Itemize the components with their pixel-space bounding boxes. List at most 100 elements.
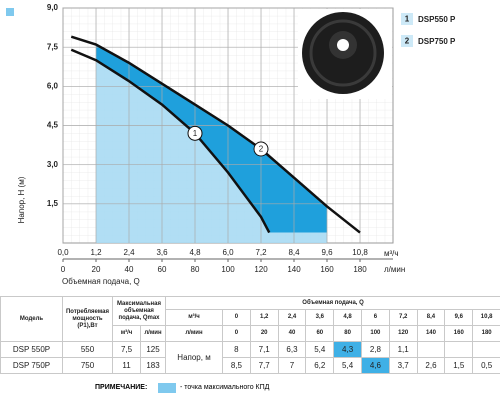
legend-label: DSP750 P [418, 37, 456, 46]
header-cell: Модель [0, 296, 63, 342]
impeller-hole [337, 39, 349, 51]
table-cell: 7,7 [249, 357, 279, 374]
table-cell: 550 [62, 341, 113, 358]
x-tick-label: 3,6 [156, 248, 168, 257]
header-cell: 120 [388, 325, 418, 342]
spec-table: Модель Потребляемая мощность (P1),Вт Макси… [0, 296, 500, 374]
header-cell: 0 [222, 325, 251, 342]
table-cell: 2,8 [360, 341, 390, 358]
x2-tick-label: 180 [353, 265, 367, 274]
table-cell: 2,6 [416, 357, 446, 374]
impeller-ring [309, 19, 377, 87]
corner-swatch [6, 8, 14, 16]
shade-band [96, 44, 327, 233]
legend-swatch [401, 13, 413, 25]
header-cell: 6 [360, 309, 390, 326]
header-cell: 1,2 [249, 309, 279, 326]
x2-unit: л/мин [384, 265, 405, 274]
table-cell: 0,5 [472, 357, 500, 374]
table-cell [416, 341, 446, 358]
note-swatch [158, 383, 176, 393]
table-row: Модель Потребляемая мощность (P1),Вт Макси… [0, 296, 500, 342]
table-cell: 5,4 [333, 357, 362, 374]
table-cell: 11 [112, 357, 141, 374]
table-cell: 4,6 [360, 357, 390, 374]
header-cell: 8,4 [416, 309, 446, 326]
x-tick-label: 0,0 [57, 248, 69, 257]
note-title: ПРИМЕЧАНИЕ: [95, 384, 148, 391]
x2-tick-label: 100 [221, 265, 235, 274]
y-axis-label: Напор, H (м) [17, 176, 26, 223]
x2-tick-label: 60 [158, 265, 167, 274]
header-cell: м³/ч [165, 309, 223, 326]
table-cell: 8,5 [222, 357, 251, 374]
table-cell: 6,2 [305, 357, 335, 374]
x-axis-label: Объемная подача, Q [62, 277, 140, 286]
y-tick-label: 3,0 [47, 160, 59, 169]
legend-swatch [401, 35, 413, 47]
legend-number: 1 [405, 15, 410, 24]
table-row: DSP 750P 750 11 183 8,5 7,7 7 6,2 5,4 4,6 3,7 2,6 1,… [0, 357, 500, 374]
x2-tick-label: 20 [92, 265, 101, 274]
x-tick-label: 8,4 [288, 248, 300, 257]
y-tick-label: 7,5 [47, 42, 59, 51]
table-cell: 125 [140, 341, 166, 358]
header-cell: л/мин [140, 325, 166, 342]
y-tick-label: 9,0 [47, 3, 59, 12]
header-cell: 40 [277, 325, 307, 342]
header-cell: 80 [333, 325, 362, 342]
header-cell: Объемная подача, Q [164, 296, 500, 310]
x2-tick-label: 140 [287, 265, 301, 274]
table-cell: 5,4 [305, 341, 335, 358]
x-tick-label: 10,8 [352, 248, 368, 257]
header-cell: 2,4 [277, 309, 307, 326]
header-cell: 160 [444, 325, 474, 342]
curve-label: 1 [193, 129, 198, 138]
header-cell: 20 [249, 325, 279, 342]
curve [70, 48, 271, 234]
legend-label: DSP550 P [418, 15, 456, 24]
table-cell: 7,1 [249, 341, 279, 358]
table-cell: 6,3 [277, 341, 307, 358]
header-cell: 180 [472, 325, 500, 342]
table-cell [444, 341, 474, 358]
header-cell: 140 [416, 325, 446, 342]
header-cell: Максимальная объемная подача, Qmax [112, 296, 166, 326]
chart: Напор, H (м) Объемная подача, Q м³/ч л/м… [6, 3, 456, 286]
table-cell: 8 [222, 341, 251, 358]
table-cell: DSP 750P [0, 357, 63, 374]
x2-tick-label: 0 [61, 265, 66, 274]
table-cell: 3,7 [388, 357, 418, 374]
table-cell: DSP 550P [0, 341, 63, 358]
x-tick-label: 4,8 [189, 248, 201, 257]
table-cell: 1,1 [388, 341, 418, 358]
curve [70, 35, 361, 234]
x-tick-label: 2,4 [123, 248, 135, 257]
table-cell: 750 [62, 357, 113, 374]
x2-tick-label: 160 [320, 265, 334, 274]
table-cell: 4,3 [333, 341, 362, 358]
curve-label-badge [187, 125, 203, 141]
header-cell: 0 [222, 309, 251, 326]
y-tick-label: 4,5 [47, 121, 59, 130]
table-cell [472, 341, 500, 358]
header-cell: 60 [305, 325, 335, 342]
x2-tick-label: 40 [125, 265, 134, 274]
x-tick-label: 7,2 [255, 248, 267, 257]
header-cell: л/мин [165, 325, 223, 342]
header-cell: м³/ч [112, 325, 141, 342]
y-tick-label: 1,5 [47, 199, 59, 208]
header-cell: 10,8 [472, 309, 500, 326]
legend-number: 2 [405, 37, 410, 46]
table-cell: 7,5 [112, 341, 141, 358]
note-text: - точка максимального КПД [180, 384, 270, 391]
table-row: м³/ч л/мин л/мин 0 20 40 60 80 100 120 140 160 180 [1, 325, 500, 342]
header-cell: Потребляемая мощность (P1),Вт [62, 296, 113, 342]
x2-tick-label: 80 [191, 265, 200, 274]
table-cell: 1,5 [444, 357, 474, 374]
note: ПРИМЕЧАНИЕ: - точка максимального КПД [0, 380, 500, 398]
curve-label: 2 [259, 145, 264, 154]
header-cell: 3,6 [305, 309, 335, 326]
curve-label-badge [253, 141, 269, 157]
